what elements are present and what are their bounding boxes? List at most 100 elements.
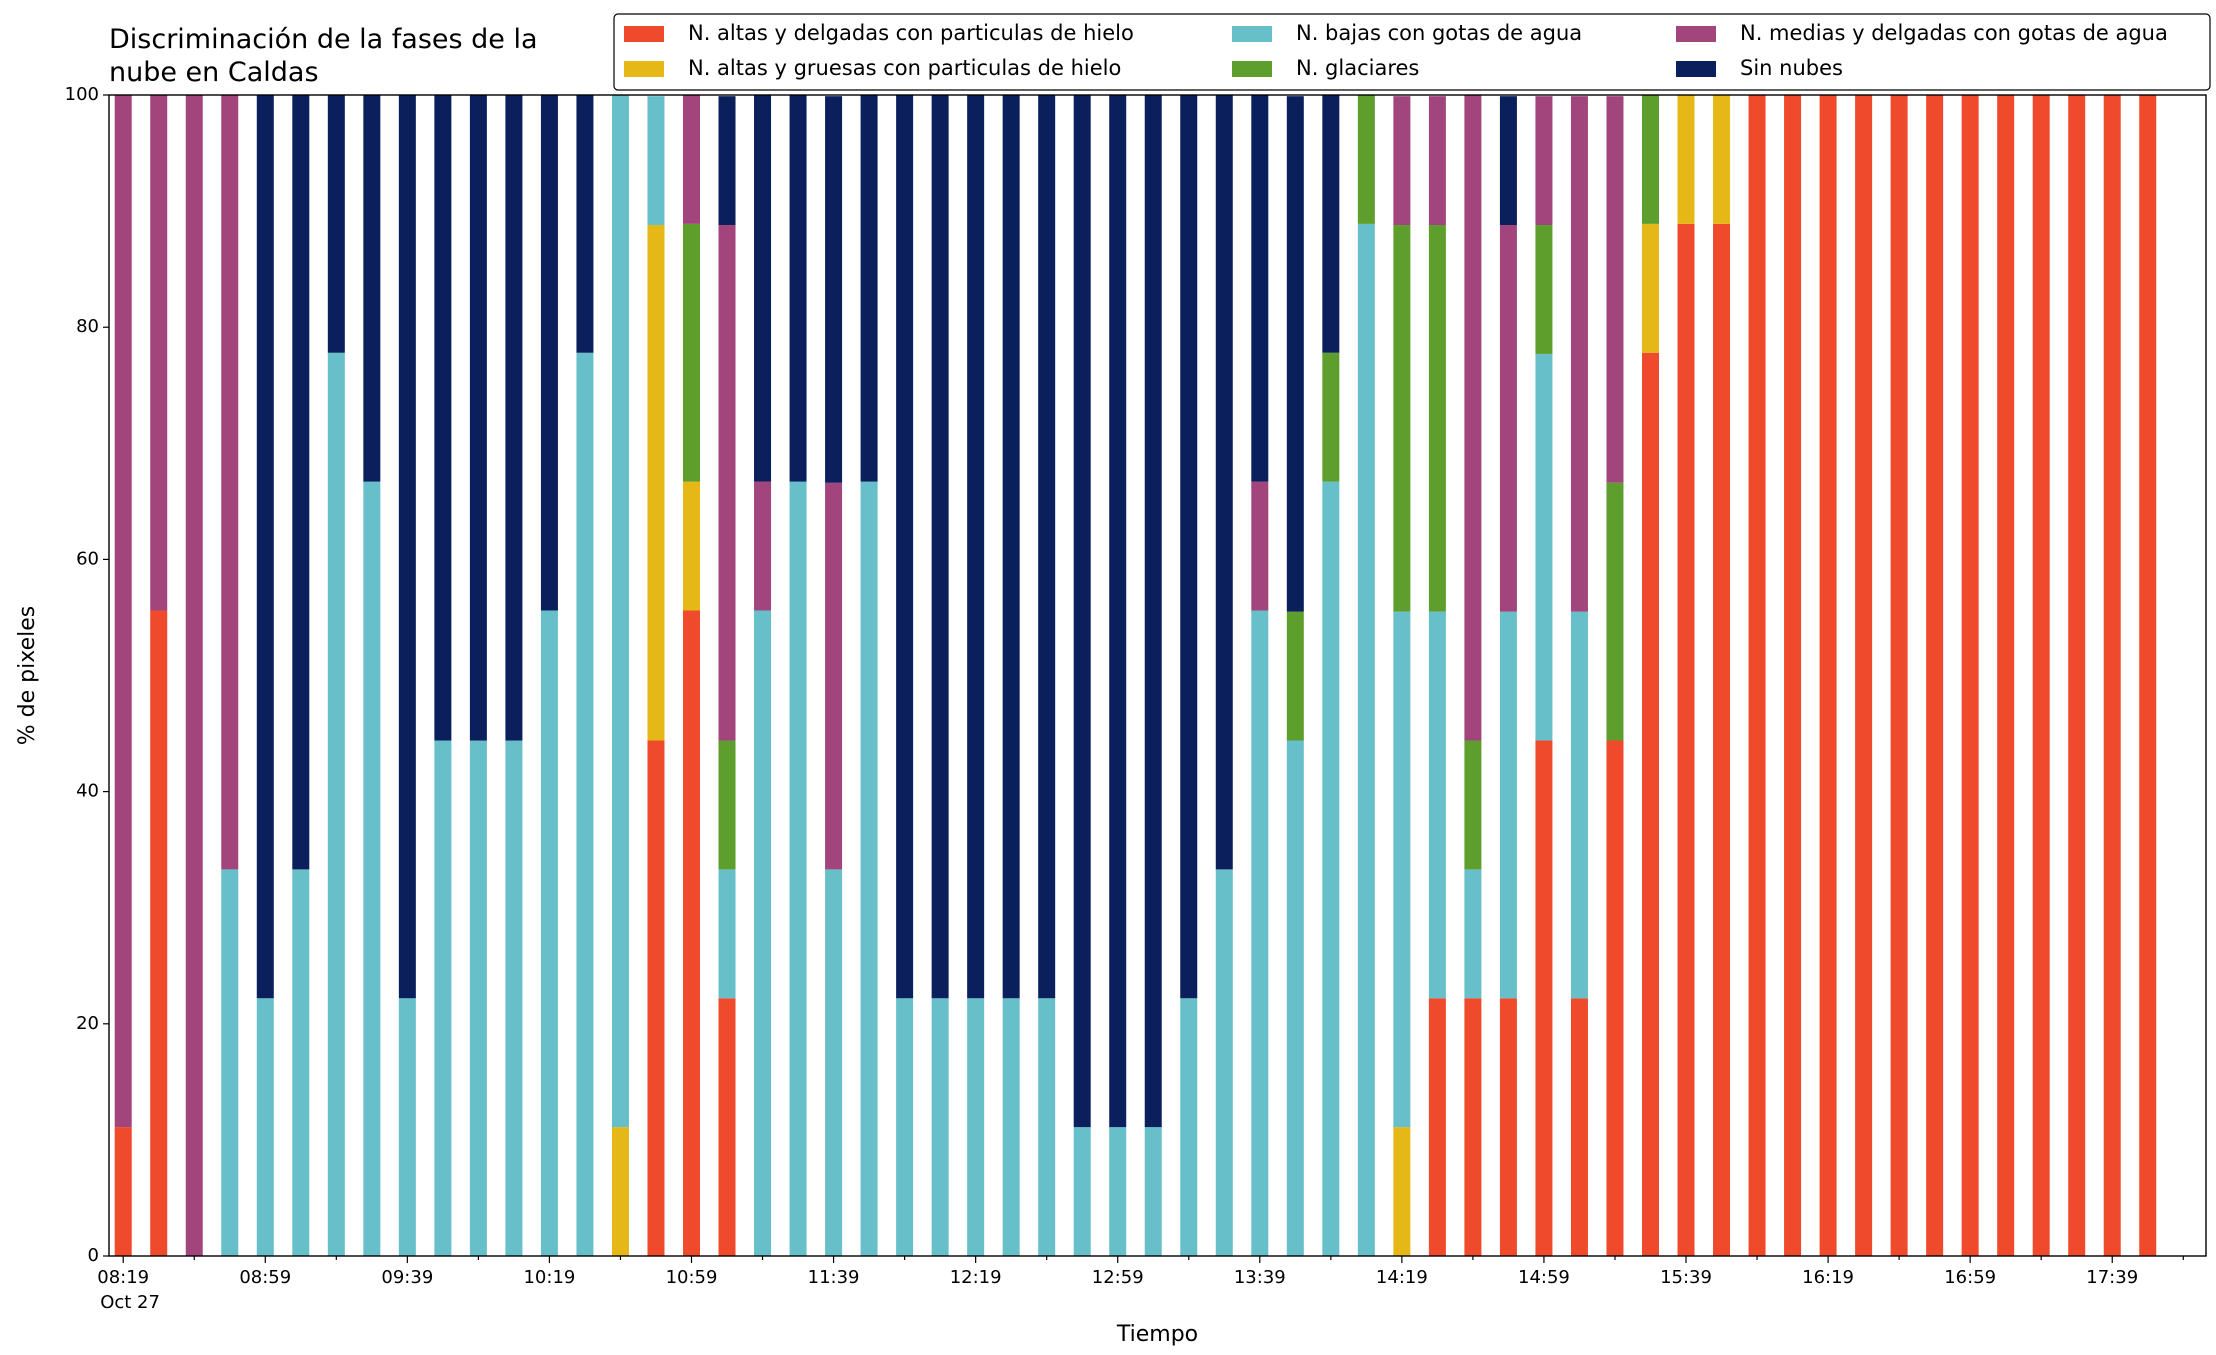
y-tick-label: 80 bbox=[76, 316, 99, 337]
legend-swatch bbox=[1232, 26, 1272, 42]
bar-segment bbox=[398, 95, 416, 999]
bar-segment bbox=[1180, 998, 1198, 1256]
bar-segment bbox=[754, 95, 772, 482]
x-tick-label: 08:59 bbox=[239, 1267, 291, 1288]
x-axis-label: Tiempo bbox=[1116, 1322, 1198, 1347]
bar-segment bbox=[1286, 611, 1304, 741]
bar-segment bbox=[1038, 998, 1056, 1256]
x-tick-label: 08:19 bbox=[97, 1267, 149, 1288]
legend-swatch bbox=[1676, 26, 1716, 42]
bar-segment bbox=[1286, 740, 1304, 1256]
bar-segment bbox=[292, 869, 310, 1256]
bar-segment bbox=[1393, 96, 1411, 226]
bar-segment bbox=[185, 95, 203, 1256]
bar-segment bbox=[1393, 611, 1411, 1128]
bar-segment bbox=[327, 95, 345, 353]
bar-segment bbox=[1570, 611, 1588, 999]
x-tick-label: 17:39 bbox=[2086, 1267, 2138, 1288]
bar-segment bbox=[150, 610, 168, 1256]
bar-segment bbox=[363, 95, 381, 482]
bar-segment bbox=[754, 481, 772, 611]
bar-segment bbox=[256, 95, 274, 999]
bar-segment bbox=[1890, 95, 1908, 1256]
chart-title: Discriminación de la fases de la nube en … bbox=[109, 24, 538, 88]
bar-segment bbox=[718, 225, 736, 741]
bar-segment bbox=[647, 96, 665, 226]
bar-segment bbox=[754, 610, 772, 1256]
legend-swatch bbox=[1676, 61, 1716, 77]
legend-box bbox=[613, 13, 2211, 91]
bar-segment bbox=[434, 740, 452, 1256]
bar-segment bbox=[434, 95, 452, 741]
bar-segment bbox=[505, 740, 523, 1256]
bar-segment bbox=[683, 223, 700, 482]
bar-segment bbox=[1251, 481, 1269, 611]
bar-segment bbox=[1109, 95, 1127, 1128]
bar-segment bbox=[1144, 95, 1162, 1128]
bar-segment bbox=[1499, 96, 1517, 226]
legend: N. altas y delgadas con particulas de hi… bbox=[613, 13, 2211, 91]
bar-segment bbox=[1322, 352, 1340, 482]
bar-segment bbox=[1641, 223, 1659, 353]
bar-segment bbox=[825, 482, 843, 870]
bar-segment bbox=[1641, 95, 1659, 224]
bar-segment bbox=[114, 1127, 132, 1256]
bar-segment bbox=[469, 95, 487, 741]
bar-segment bbox=[718, 998, 736, 1256]
bar-segment bbox=[1251, 95, 1269, 482]
bar-segment bbox=[1002, 95, 1020, 999]
bar-segment bbox=[1748, 95, 1766, 1256]
bar-segment bbox=[611, 95, 629, 1128]
bar-segment bbox=[683, 95, 700, 224]
legend-label: N. altas y delgadas con particulas de hi… bbox=[688, 21, 1134, 45]
bar-segment bbox=[1428, 96, 1446, 226]
legend-label: N. bajas con gotas de agua bbox=[1296, 21, 1582, 45]
bar-segment bbox=[1961, 95, 1979, 1256]
bar-segment bbox=[1570, 96, 1588, 612]
bar-segment bbox=[1997, 95, 2015, 1256]
x-tick-label: 09:39 bbox=[381, 1267, 433, 1288]
x-tick-label: 12:19 bbox=[950, 1267, 1002, 1288]
bar-segment bbox=[1535, 96, 1553, 226]
bar-segment bbox=[789, 95, 807, 482]
x-tick-label: 15:39 bbox=[1660, 1267, 1712, 1288]
bar-segment bbox=[1535, 740, 1553, 1256]
bar-segment bbox=[789, 481, 807, 1256]
bar-segment bbox=[398, 998, 416, 1256]
bar-segment bbox=[1322, 481, 1340, 1256]
bar-segment bbox=[221, 95, 239, 870]
bar-segment bbox=[1499, 998, 1517, 1256]
x-tick-label: 13:39 bbox=[1234, 1267, 1286, 1288]
bar-segment bbox=[1641, 352, 1659, 1256]
bar-segment bbox=[540, 95, 558, 611]
bar-segment bbox=[363, 481, 381, 1256]
legend-label: N. medias y delgadas con gotas de agua bbox=[1740, 21, 2168, 45]
bar-segment bbox=[896, 998, 914, 1256]
bar-segment bbox=[2103, 95, 2121, 1256]
bar-segment bbox=[683, 610, 700, 1256]
bar-segment bbox=[1286, 96, 1304, 612]
bar-segment bbox=[150, 95, 168, 611]
bar-segment bbox=[1464, 95, 1482, 741]
bar-segment bbox=[967, 998, 985, 1256]
bar-segment bbox=[611, 1127, 629, 1256]
bar-segment bbox=[505, 95, 523, 741]
bar-segment bbox=[1215, 869, 1233, 1256]
bar-segment bbox=[1073, 1127, 1091, 1256]
x-tick-label: 16:19 bbox=[1802, 1267, 1854, 1288]
bar-segment bbox=[1038, 95, 1056, 999]
bar-segment bbox=[292, 95, 310, 870]
bar-segment bbox=[1677, 223, 1695, 1257]
bar-segment bbox=[1570, 998, 1588, 1256]
bar-segment bbox=[1677, 95, 1695, 224]
bar-segment bbox=[860, 95, 878, 482]
bar-segment bbox=[256, 998, 274, 1256]
y-tick-label: 0 bbox=[88, 1245, 99, 1266]
bar-segment bbox=[931, 998, 949, 1256]
bar-segment bbox=[1499, 225, 1517, 612]
x-tick-label: 11:39 bbox=[808, 1267, 860, 1288]
bar-segment bbox=[1073, 95, 1091, 1128]
legend-label: N. glaciares bbox=[1296, 56, 1419, 80]
bar-segment bbox=[1819, 95, 1837, 1256]
bar-segment bbox=[1464, 869, 1482, 999]
